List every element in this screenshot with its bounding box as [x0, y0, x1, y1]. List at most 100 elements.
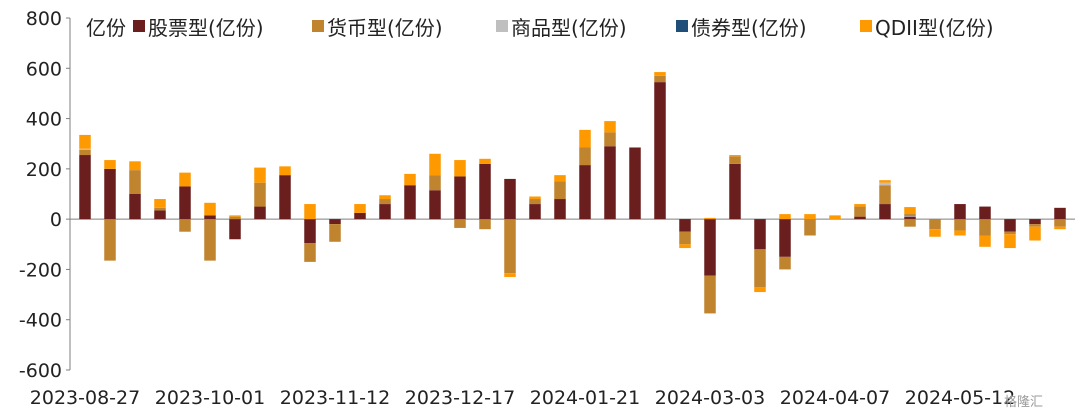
bar-segment-series-4	[779, 214, 791, 220]
y-axis-unit-label: 亿份	[86, 16, 126, 40]
bar-segment-series-0	[979, 206, 991, 220]
bar-segment-series-4	[479, 158, 491, 164]
bar-segment-series-0	[1054, 207, 1066, 220]
y-tick-label: 200	[26, 159, 62, 181]
bar-segment-series-4	[179, 172, 191, 187]
bar-segment-series-0	[429, 190, 441, 220]
bar-segment-series-0	[579, 165, 591, 220]
bar-segment-series-1	[429, 175, 441, 191]
bar-segment-series-1	[654, 75, 666, 83]
bar-segment-series-4	[429, 153, 441, 176]
bar-segment-series-1	[304, 243, 316, 262]
legend-swatch-2	[496, 20, 508, 32]
bar-segment-series-1	[504, 219, 516, 274]
bar-segment-series-0	[129, 194, 141, 220]
bar-segment-series-0	[779, 219, 791, 257]
bar-segment-series-1	[754, 249, 766, 288]
bar-segment-series-1	[129, 170, 141, 194]
bar-segment-series-0	[454, 176, 466, 220]
bar-segment-series-4	[604, 121, 616, 133]
y-tick-label: -200	[19, 259, 62, 281]
bar-segment-series-0	[79, 155, 91, 220]
bars-layer	[79, 72, 1066, 314]
bar-segment-series-0	[729, 163, 741, 220]
legend-label-1: 货币型(亿份)	[327, 16, 443, 40]
bar-segment-series-4	[404, 173, 416, 186]
bar-segment-series-1	[179, 219, 191, 232]
legend: 亿份 股票型(亿份) 货币型(亿份) 商品型(亿份) 债券型(亿份) QDII型(亿份)	[86, 16, 994, 40]
bar-segment-series-4	[654, 72, 666, 76]
bar-segment-series-4	[204, 202, 216, 216]
bar-segment-series-4	[279, 166, 291, 176]
bar-segment-series-0	[554, 199, 566, 220]
x-tick-label: 2023-10-01	[155, 387, 265, 409]
bar-segment-series-0	[1004, 219, 1016, 232]
bar-segment-series-1	[554, 181, 566, 200]
bar-segment-series-4	[879, 180, 891, 183]
bar-segment-series-1	[679, 231, 691, 245]
bar-segment-series-1	[979, 219, 991, 236]
bar-segment-series-1	[154, 207, 166, 211]
bar-segment-series-4	[104, 160, 116, 169]
bar-segment-series-0	[404, 185, 416, 220]
x-tick-label: 2024-01-21	[530, 387, 640, 409]
bar-segment-series-3	[904, 214, 916, 216]
bar-segment-series-4	[904, 207, 916, 215]
legend-label-3: 债券型(亿份)	[691, 16, 807, 40]
watermark-text: 格隆汇	[1004, 394, 1043, 410]
bar-segment-series-4	[854, 204, 866, 207]
bar-segment-series-4	[754, 287, 766, 293]
bar-segment-series-1	[954, 219, 966, 231]
bar-segment-series-0	[504, 178, 516, 220]
bar-segment-series-0	[704, 219, 716, 276]
y-tick-label: 0	[50, 209, 62, 231]
bar-segment-series-1	[1029, 224, 1041, 227]
bar-segment-series-0	[204, 215, 216, 220]
bar-segment-series-4	[1029, 226, 1041, 241]
bar-segment-series-4	[929, 229, 941, 237]
bar-segment-series-4	[129, 161, 141, 171]
legend-label-2: 商品型(亿份)	[511, 16, 627, 40]
bar-segment-series-4	[304, 204, 316, 220]
bar-segment-series-4	[554, 175, 566, 182]
bar-segment-series-4	[729, 155, 741, 157]
bar-segment-series-4	[1054, 226, 1066, 230]
bar-segment-series-4	[829, 215, 841, 220]
y-tick-label: -400	[19, 310, 62, 332]
bar-segment-series-1	[904, 219, 916, 227]
bar-segment-series-1	[779, 256, 791, 270]
bar-segment-series-0	[529, 204, 541, 220]
bar-segment-series-4	[979, 235, 991, 247]
bar-segment-series-1	[454, 219, 466, 228]
x-tick-label: 2023-11-12	[280, 387, 390, 409]
bar-segment-series-0	[879, 204, 891, 220]
bar-segment-series-4	[454, 160, 466, 177]
bar-segment-series-1	[604, 132, 616, 147]
bar-segment-series-0	[479, 163, 491, 220]
legend-swatch-1	[312, 20, 324, 32]
bar-segment-series-1	[579, 147, 591, 166]
x-tick-label: 2024-03-03	[655, 387, 765, 409]
bar-segment-series-4	[1004, 234, 1016, 249]
y-tick-label: 400	[26, 109, 62, 131]
bar-segment-series-0	[104, 168, 116, 220]
bar-segment-series-4	[254, 167, 266, 183]
bar-segment-series-4	[229, 215, 241, 217]
bar-segment-series-4	[154, 199, 166, 208]
x-tick-label: 2023-12-17	[405, 387, 515, 409]
bar-segment-series-4	[529, 196, 541, 200]
bar-segment-series-4	[679, 244, 691, 249]
bar-segment-series-1	[804, 219, 816, 236]
bar-segment-series-1	[379, 199, 391, 205]
bar-segment-series-2	[79, 148, 91, 150]
bar-segment-series-0	[654, 82, 666, 220]
legend-swatch-3	[676, 20, 688, 32]
bar-segment-series-4	[354, 204, 366, 213]
legend-label-0: 股票型(亿份)	[148, 16, 264, 40]
bar-segment-series-2	[879, 182, 891, 186]
bar-segment-series-1	[529, 199, 541, 205]
bar-segment-series-4	[704, 217, 716, 220]
bar-segment-series-0	[179, 186, 191, 220]
bar-segment-series-0	[754, 219, 766, 250]
